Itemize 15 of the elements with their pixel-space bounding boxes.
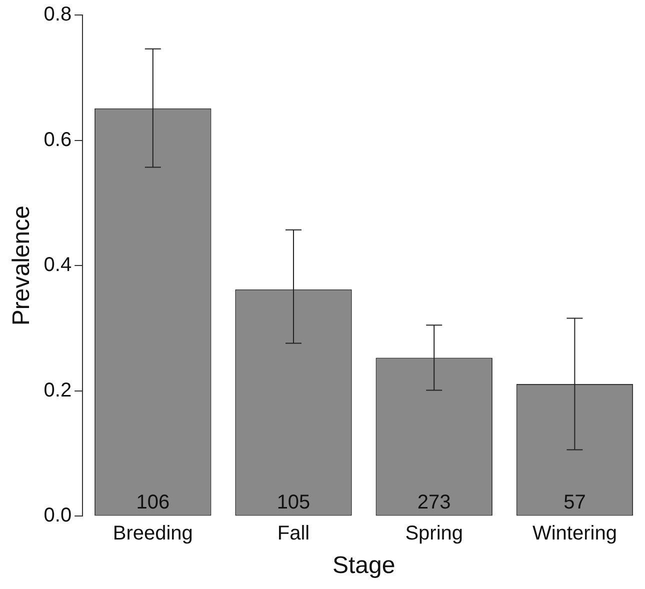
annotation: 273 bbox=[417, 492, 451, 514]
x-tick-label: Breeding bbox=[112, 522, 193, 545]
annotation: 57 bbox=[564, 492, 586, 514]
x-tick-label: Spring bbox=[405, 522, 464, 545]
y-axis-title: Prevalence bbox=[8, 206, 36, 326]
annotation: 105 bbox=[276, 492, 310, 514]
y-tick-label: 0.0 bbox=[44, 504, 72, 527]
y-tick-label: 0.6 bbox=[44, 128, 72, 151]
x-tick-label: Wintering bbox=[532, 522, 617, 545]
x-axis-title: Stage bbox=[332, 552, 396, 580]
y-tick-label: 0.8 bbox=[44, 4, 72, 26]
y-tick-label: 0.2 bbox=[44, 379, 72, 402]
x-tick-label: Fall bbox=[277, 522, 310, 545]
annotation: 106 bbox=[136, 492, 170, 514]
y-tick-label: 0.4 bbox=[44, 254, 72, 276]
